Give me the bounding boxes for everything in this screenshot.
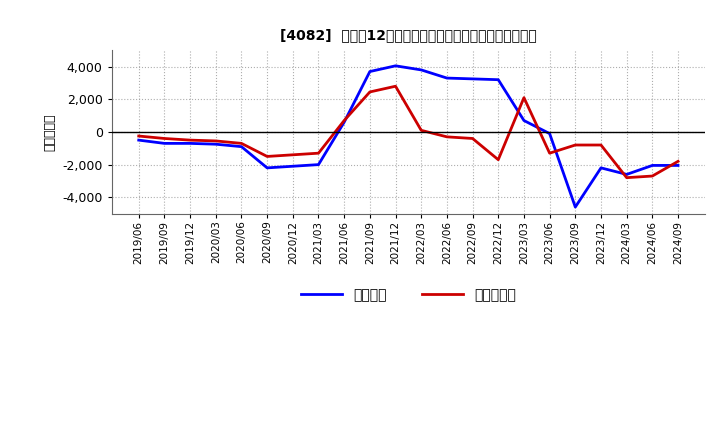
Line: 経常利益: 経常利益	[139, 66, 678, 207]
当期純利益	[545, 150, 554, 156]
当期純利益	[391, 84, 400, 89]
当期純利益	[520, 95, 528, 100]
当期純利益	[314, 150, 323, 156]
経常利益	[494, 77, 503, 82]
経常利益	[135, 137, 143, 143]
経常利益	[520, 118, 528, 123]
経常利益	[314, 162, 323, 167]
経常利益	[468, 76, 477, 81]
経常利益	[597, 165, 606, 171]
経常利益	[340, 120, 348, 125]
当期純利益	[212, 138, 220, 143]
経常利益	[237, 144, 246, 149]
当期純利益	[289, 152, 297, 158]
当期純利益	[417, 128, 426, 133]
当期純利益	[340, 118, 348, 123]
当期純利益	[571, 143, 580, 148]
Y-axis label: （百万円）: （百万円）	[44, 113, 57, 151]
経常利益	[160, 141, 168, 146]
当期純利益	[622, 175, 631, 180]
当期純利益	[674, 159, 683, 164]
当期純利益	[597, 143, 606, 148]
経常利益	[212, 142, 220, 147]
当期純利益	[494, 157, 503, 162]
経常利益	[366, 69, 374, 74]
経常利益	[545, 131, 554, 136]
経常利益	[263, 165, 271, 171]
Title: [4082]  利益だ12か月移動合計の対前年同期増減額の推移: [4082] 利益だ12か月移動合計の対前年同期増減額の推移	[280, 28, 536, 42]
経常利益	[648, 163, 657, 168]
当期純利益	[263, 154, 271, 159]
経常利益	[289, 164, 297, 169]
当期純利益	[237, 141, 246, 146]
当期純利益	[468, 136, 477, 141]
経常利益	[443, 75, 451, 81]
当期純利益	[648, 173, 657, 179]
経常利益	[417, 67, 426, 73]
当期純利益	[366, 89, 374, 95]
Legend: 経常利益, 当期純利益: 経常利益, 当期純利益	[295, 282, 522, 307]
経常利益	[391, 63, 400, 69]
経常利益	[186, 141, 194, 146]
当期純利益	[135, 133, 143, 139]
当期純利益	[443, 134, 451, 139]
当期純利益	[160, 136, 168, 141]
経常利益	[674, 163, 683, 168]
当期純利益	[186, 137, 194, 143]
経常利益	[622, 172, 631, 177]
Line: 当期純利益: 当期純利益	[139, 86, 678, 178]
経常利益	[571, 205, 580, 210]
